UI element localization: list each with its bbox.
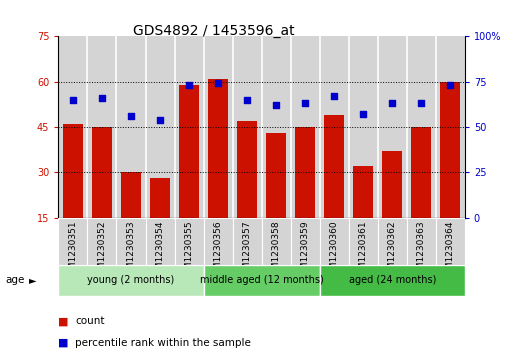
Point bbox=[69, 97, 77, 103]
Bar bbox=[382, 151, 402, 218]
Bar bbox=[87, 218, 116, 265]
Text: ►: ► bbox=[29, 275, 37, 285]
Bar bbox=[348, 218, 378, 265]
Point bbox=[388, 101, 396, 106]
Bar bbox=[440, 82, 460, 218]
Text: GSM1230364: GSM1230364 bbox=[446, 220, 455, 281]
Text: GSM1230356: GSM1230356 bbox=[213, 220, 223, 281]
Text: young (2 months): young (2 months) bbox=[87, 276, 175, 285]
Text: ■: ■ bbox=[58, 316, 69, 326]
Text: ■: ■ bbox=[58, 338, 69, 348]
Text: GSM1230360: GSM1230360 bbox=[330, 220, 339, 281]
Bar bbox=[175, 218, 204, 265]
Bar bbox=[204, 265, 320, 296]
Bar bbox=[179, 85, 199, 218]
Bar bbox=[63, 124, 83, 218]
Text: GSM1230352: GSM1230352 bbox=[98, 220, 107, 281]
Text: middle aged (12 months): middle aged (12 months) bbox=[200, 276, 324, 285]
Bar bbox=[324, 115, 344, 218]
Bar bbox=[407, 218, 436, 265]
Bar bbox=[295, 127, 315, 218]
Text: GSM1230354: GSM1230354 bbox=[155, 220, 165, 281]
Point bbox=[359, 111, 367, 117]
Point bbox=[330, 93, 338, 99]
Bar bbox=[145, 218, 175, 265]
Bar bbox=[266, 133, 287, 218]
Bar bbox=[58, 218, 87, 265]
Bar bbox=[262, 218, 291, 265]
Bar bbox=[150, 179, 170, 218]
Point bbox=[156, 117, 164, 123]
Text: GSM1230359: GSM1230359 bbox=[301, 220, 310, 281]
Bar bbox=[353, 166, 373, 218]
Point bbox=[417, 101, 425, 106]
Text: GSM1230358: GSM1230358 bbox=[272, 220, 280, 281]
Text: GDS4892 / 1453596_at: GDS4892 / 1453596_at bbox=[133, 24, 294, 38]
Text: GSM1230355: GSM1230355 bbox=[184, 220, 194, 281]
Bar bbox=[58, 265, 204, 296]
Text: percentile rank within the sample: percentile rank within the sample bbox=[75, 338, 251, 348]
Point bbox=[301, 101, 309, 106]
Bar bbox=[320, 218, 348, 265]
Bar bbox=[237, 121, 257, 218]
Bar bbox=[121, 172, 141, 218]
Text: aged (24 months): aged (24 months) bbox=[348, 276, 436, 285]
Bar bbox=[92, 127, 112, 218]
Point bbox=[98, 95, 106, 101]
Text: GSM1230351: GSM1230351 bbox=[69, 220, 77, 281]
Text: GSM1230357: GSM1230357 bbox=[243, 220, 251, 281]
Bar bbox=[436, 218, 465, 265]
Point bbox=[446, 82, 454, 88]
Text: count: count bbox=[75, 316, 105, 326]
Bar bbox=[204, 218, 233, 265]
Point bbox=[185, 82, 193, 88]
Bar bbox=[233, 218, 262, 265]
Text: age: age bbox=[5, 275, 24, 285]
Bar bbox=[208, 79, 228, 218]
Point bbox=[127, 113, 135, 119]
Bar bbox=[116, 218, 145, 265]
Bar bbox=[411, 127, 431, 218]
Point bbox=[272, 102, 280, 108]
Point bbox=[243, 97, 251, 103]
Text: GSM1230353: GSM1230353 bbox=[126, 220, 136, 281]
Bar bbox=[320, 265, 465, 296]
Text: GSM1230361: GSM1230361 bbox=[359, 220, 368, 281]
Bar bbox=[378, 218, 407, 265]
Bar bbox=[291, 218, 320, 265]
Point bbox=[214, 81, 222, 86]
Text: GSM1230362: GSM1230362 bbox=[388, 220, 397, 281]
Text: GSM1230363: GSM1230363 bbox=[417, 220, 426, 281]
